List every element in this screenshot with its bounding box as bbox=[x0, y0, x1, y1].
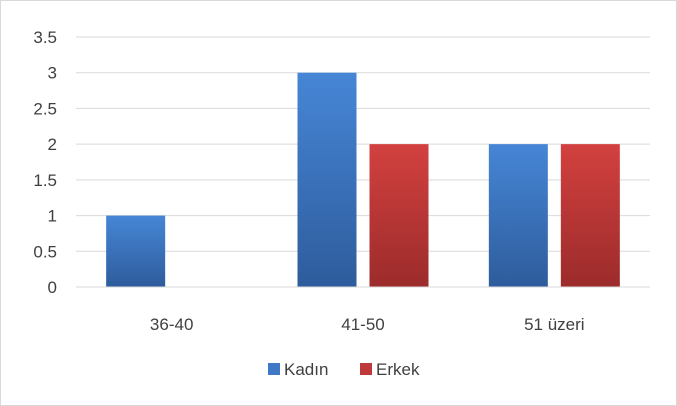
bar-erkek bbox=[560, 144, 620, 287]
y-tick-label: 3.5 bbox=[33, 28, 57, 47]
y-tick-label: 2 bbox=[48, 135, 57, 154]
legend-swatch-erkek bbox=[360, 363, 372, 375]
bar-erkek bbox=[369, 144, 429, 287]
y-tick-label: 0 bbox=[48, 278, 57, 297]
y-tick-label: 2.5 bbox=[33, 99, 57, 118]
legend-label-erkek: Erkek bbox=[376, 360, 420, 379]
y-tick-label: 0.5 bbox=[33, 242, 57, 261]
y-tick-label: 3 bbox=[48, 64, 57, 83]
bar-kadin bbox=[297, 72, 357, 287]
x-tick-label: 51 üzeri bbox=[524, 315, 584, 334]
legend-swatch-kadin bbox=[268, 363, 280, 375]
x-tick-label: 41-50 bbox=[341, 315, 384, 334]
x-axis: 36-40 41-50 51 üzeri bbox=[76, 286, 650, 334]
y-tick-label: 1.5 bbox=[33, 171, 57, 190]
bar-kadin bbox=[488, 144, 548, 287]
y-axis: 0 0.5 1 1.5 2 2.5 3 3.5 bbox=[33, 28, 57, 297]
legend: Kadın Erkek bbox=[268, 360, 420, 379]
x-tick-label: 36-40 bbox=[150, 315, 193, 334]
y-tick-label: 1 bbox=[48, 207, 57, 226]
legend-label-kadin: Kadın bbox=[284, 360, 328, 379]
bar-kadin bbox=[106, 215, 166, 287]
bars bbox=[106, 72, 620, 287]
